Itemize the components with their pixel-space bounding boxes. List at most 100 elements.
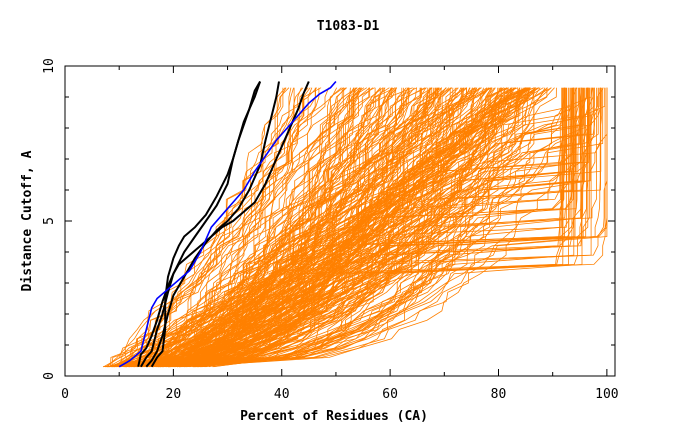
decoy-curve <box>166 87 537 368</box>
decoy-curve <box>128 87 307 368</box>
decoy-curve <box>129 87 585 368</box>
y-axis: 0 5 10 <box>42 58 615 380</box>
decoy-curve <box>126 87 471 368</box>
decoy-curve <box>107 87 357 368</box>
decoy-curve <box>179 87 488 368</box>
decoy-curve <box>160 87 286 368</box>
decoy-curve <box>148 87 565 368</box>
decoy-curve <box>168 87 575 368</box>
x-axis: 0 20 40 60 80 100 <box>61 66 619 402</box>
x-tick-label: 40 <box>274 387 290 402</box>
decoy-curve <box>208 87 531 368</box>
decoy-curve <box>146 87 540 368</box>
decoy-curve <box>166 87 544 368</box>
decoy-curve <box>158 87 320 368</box>
decoy-curve <box>199 87 392 368</box>
decoy-curve <box>110 87 563 368</box>
decoy-curve <box>124 87 557 368</box>
decoy-curve <box>122 87 452 367</box>
decoy-curve <box>151 87 577 367</box>
decoy-curve <box>179 87 580 368</box>
decoy-curve <box>118 87 576 368</box>
decoy-curve <box>174 87 601 368</box>
decoy-curve <box>177 87 528 368</box>
series-line-black-3 <box>140 80 261 368</box>
decoy-curve <box>111 87 345 367</box>
y-tick-label: 10 <box>42 58 57 74</box>
series-line-black-4 <box>145 81 280 368</box>
series-line-blue-1 <box>118 80 337 368</box>
decoy-curve <box>161 87 563 368</box>
decoy-curve <box>138 87 531 368</box>
decoy-curve <box>136 87 516 368</box>
decoy-curve <box>120 87 287 367</box>
decoy-curve <box>203 87 356 367</box>
decoy-curve <box>189 87 422 367</box>
decoy-curve <box>184 87 409 368</box>
decoy-curve <box>186 87 531 368</box>
decoy-curve <box>199 87 421 368</box>
decoy-curve <box>125 87 468 368</box>
x-tick-label: 20 <box>166 387 182 402</box>
decoy-curve <box>168 87 603 368</box>
decoy-curve <box>149 87 523 368</box>
decoy-curve <box>160 87 593 368</box>
decoy-curve <box>213 87 465 368</box>
x-tick-label: 80 <box>491 387 507 402</box>
x-tick-label: 100 <box>595 387 618 402</box>
decoy-curve <box>198 87 440 368</box>
decoy-curve <box>157 87 384 368</box>
decoy-curve <box>157 87 459 367</box>
decoy-curve <box>200 87 430 368</box>
decoy-curve <box>167 87 608 368</box>
decoy-curve <box>154 87 456 368</box>
decoy-curve <box>170 87 385 368</box>
decoy-curve <box>193 87 573 368</box>
decoy-curve <box>115 87 568 368</box>
x-axis-label: Percent of Residues (CA) <box>240 409 428 424</box>
decoy-curve <box>162 87 572 368</box>
decoy-curve <box>155 87 398 368</box>
decoy-curve <box>152 87 362 368</box>
decoy-curve <box>200 87 549 368</box>
decoy-curve <box>123 87 302 367</box>
decoy-curve <box>131 87 589 368</box>
decoy-curve <box>199 87 292 367</box>
decoy-curve <box>203 87 381 367</box>
decoy-curve <box>109 87 594 368</box>
decoy-curve <box>128 87 438 368</box>
decoy-curve <box>112 87 526 368</box>
decoy-curve <box>171 87 499 368</box>
x-tick-label: 0 <box>61 387 69 402</box>
decoy-curve <box>149 87 548 368</box>
decoy-curve <box>157 87 355 368</box>
decoy-curve <box>212 87 509 368</box>
decoy-curve <box>168 87 409 368</box>
y-axis-label: Distance Cutoff, A <box>20 150 35 291</box>
decoy-curve <box>122 87 440 368</box>
y-tick-label: 5 <box>42 217 57 225</box>
x-tick-label: 60 <box>382 387 398 402</box>
decoy-curve <box>146 87 418 367</box>
decoy-curve <box>158 87 531 368</box>
highlight-series-group <box>118 80 337 368</box>
chart-title: T1083-D1 <box>317 19 380 34</box>
decoy-curve <box>157 87 589 368</box>
decoy-curve <box>140 87 502 368</box>
decoy-curve <box>135 87 316 368</box>
decoy-curve <box>108 87 284 368</box>
decoy-curve <box>203 87 309 368</box>
decoy-curve <box>106 87 344 367</box>
background-series-group <box>102 87 608 368</box>
decoy-curve <box>151 87 565 368</box>
decoy-curve <box>142 87 290 367</box>
decoy-curve <box>156 87 535 368</box>
y-tick-label: 0 <box>42 372 57 380</box>
decoy-curve <box>142 87 592 368</box>
decoy-curve <box>117 87 330 368</box>
decoy-curve <box>158 87 535 368</box>
decoy-curve <box>177 87 602 368</box>
decoy-curve <box>112 87 604 368</box>
